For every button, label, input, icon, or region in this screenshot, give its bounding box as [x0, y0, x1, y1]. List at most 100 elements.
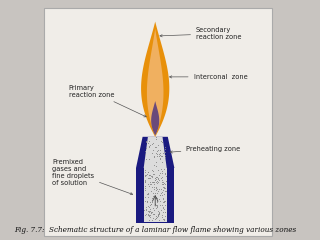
- Point: [142, 149, 147, 153]
- Point: [159, 187, 164, 191]
- Text: Premixed
gases and
fine droplets
of solution: Premixed gases and fine droplets of solu…: [52, 159, 133, 195]
- Point: [142, 178, 147, 181]
- Point: [147, 173, 152, 177]
- Point: [149, 182, 154, 186]
- Point: [159, 171, 164, 175]
- Point: [146, 145, 151, 149]
- Point: [160, 190, 165, 194]
- Point: [163, 189, 168, 193]
- Point: [143, 140, 148, 144]
- Point: [147, 215, 152, 219]
- Point: [150, 186, 155, 189]
- Point: [155, 213, 160, 216]
- Point: [155, 187, 160, 191]
- Point: [155, 204, 160, 208]
- Point: [160, 169, 165, 173]
- Point: [146, 215, 151, 218]
- Point: [142, 180, 148, 184]
- Point: [153, 175, 158, 179]
- Point: [155, 199, 160, 203]
- Point: [145, 209, 150, 213]
- Point: [156, 143, 161, 147]
- Point: [145, 199, 150, 203]
- Point: [159, 154, 164, 158]
- Point: [156, 212, 161, 216]
- Point: [144, 157, 149, 161]
- Point: [148, 189, 154, 193]
- Point: [147, 213, 152, 217]
- Point: [150, 194, 156, 198]
- Point: [151, 169, 156, 173]
- Text: Interconal  zone: Interconal zone: [170, 74, 247, 80]
- Point: [156, 210, 161, 213]
- Point: [154, 186, 159, 190]
- Point: [147, 209, 152, 213]
- Point: [156, 218, 162, 222]
- Point: [148, 210, 154, 213]
- Point: [147, 182, 152, 186]
- Point: [158, 203, 163, 207]
- Point: [153, 178, 158, 182]
- Point: [156, 148, 161, 152]
- Point: [144, 192, 149, 196]
- Point: [149, 151, 154, 155]
- Point: [153, 178, 158, 181]
- Point: [149, 218, 155, 222]
- Polygon shape: [136, 137, 174, 168]
- Point: [145, 212, 150, 216]
- Point: [146, 170, 151, 174]
- Point: [143, 185, 148, 188]
- Point: [163, 204, 168, 207]
- Point: [154, 196, 159, 200]
- Point: [152, 217, 157, 221]
- Point: [142, 170, 148, 174]
- Point: [159, 178, 164, 182]
- Point: [155, 190, 160, 193]
- Point: [163, 210, 168, 214]
- Polygon shape: [141, 22, 169, 137]
- Point: [161, 210, 166, 214]
- Point: [161, 217, 166, 221]
- Point: [145, 196, 150, 199]
- Point: [143, 186, 148, 190]
- Point: [154, 185, 159, 189]
- Point: [158, 209, 164, 212]
- Point: [143, 152, 148, 156]
- Point: [152, 185, 157, 189]
- Point: [163, 153, 168, 157]
- Point: [156, 198, 162, 201]
- Point: [146, 139, 151, 143]
- Point: [163, 186, 168, 190]
- Point: [161, 180, 166, 184]
- Text: Preheating zone: Preheating zone: [170, 146, 241, 153]
- Point: [146, 192, 151, 196]
- Point: [159, 182, 164, 186]
- Point: [156, 214, 161, 218]
- Point: [162, 200, 167, 204]
- Point: [154, 205, 159, 209]
- Point: [149, 142, 154, 146]
- Point: [150, 175, 155, 179]
- Point: [161, 196, 166, 199]
- FancyBboxPatch shape: [44, 8, 272, 236]
- Polygon shape: [147, 29, 164, 137]
- Point: [156, 178, 161, 182]
- Point: [148, 211, 154, 215]
- Point: [158, 139, 163, 143]
- Point: [161, 197, 166, 201]
- Point: [151, 180, 156, 184]
- Point: [153, 195, 158, 198]
- Point: [158, 193, 163, 197]
- Point: [143, 195, 148, 199]
- Point: [153, 145, 158, 149]
- Point: [159, 160, 164, 163]
- Point: [152, 192, 157, 195]
- Point: [160, 205, 165, 209]
- Point: [147, 208, 152, 211]
- Point: [162, 192, 167, 196]
- Point: [155, 177, 160, 181]
- Point: [148, 203, 153, 207]
- Point: [148, 202, 154, 206]
- Point: [162, 168, 167, 171]
- Point: [154, 135, 159, 139]
